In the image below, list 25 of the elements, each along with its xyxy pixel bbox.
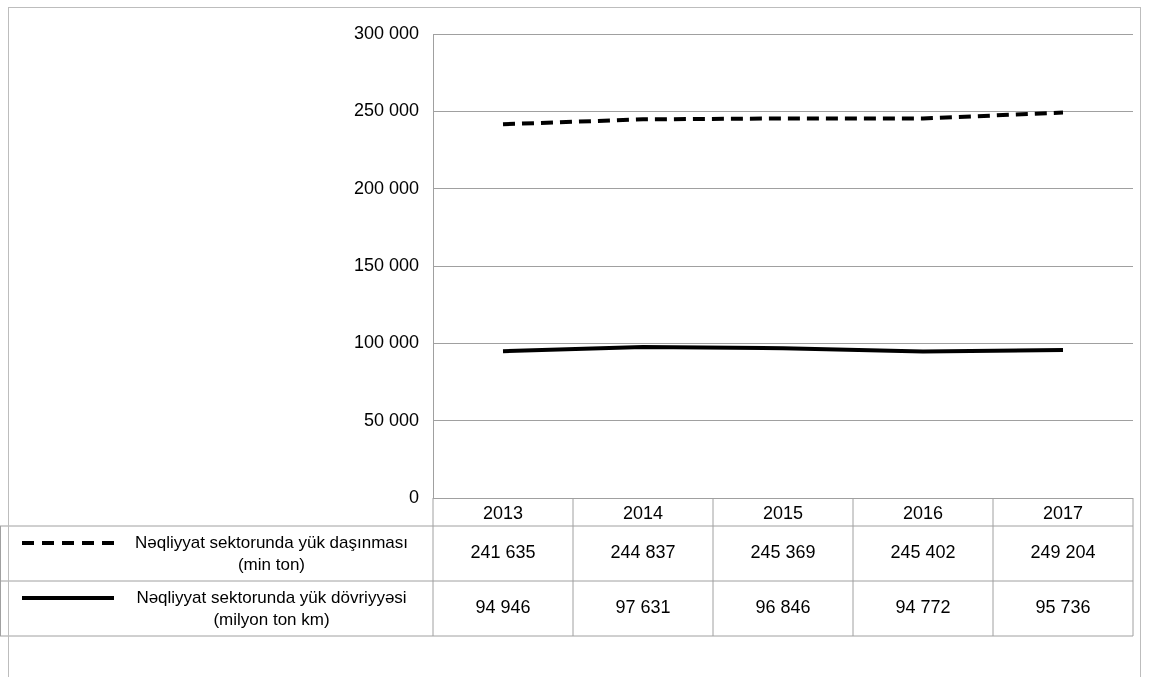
y-tick-label: 300 000 (353, 22, 419, 43)
y-tick-label: 200 000 (353, 177, 419, 198)
data-label: 96 846 (755, 597, 811, 618)
y-tick-label: 150 000 (353, 254, 419, 275)
x-tick-label: 2015 (762, 502, 804, 523)
y-tick-label: 50 000 (363, 409, 419, 430)
data-label: 241 635 (470, 542, 536, 563)
data-label: 245 369 (750, 542, 816, 563)
data-label: 94 772 (895, 597, 951, 618)
data-label: 97 631 (615, 597, 671, 618)
data-label: 94 946 (475, 597, 531, 618)
data-label: 249 204 (1030, 542, 1096, 563)
x-tick-label: 2013 (482, 502, 524, 523)
y-tick-label: 250 000 (353, 100, 419, 121)
data-label: 95 736 (1035, 597, 1091, 618)
x-tick-label: 2014 (622, 502, 664, 523)
legend-label: Nəqliyyat sektorunda yük daşınması (min ton) (133, 532, 410, 576)
legend-label: Nəqliyyat sektorunda yük dövriyyəsi (milyon ton km) (135, 587, 408, 631)
x-tick-label: 2017 (1042, 502, 1084, 523)
y-tick-label: 0 (408, 486, 419, 507)
y-tick-label: 100 000 (353, 332, 419, 353)
data-label: 245 402 (890, 542, 956, 563)
data-label: 244 837 (610, 542, 676, 563)
x-tick-label: 2016 (902, 502, 944, 523)
line-series (501, 110, 1065, 127)
